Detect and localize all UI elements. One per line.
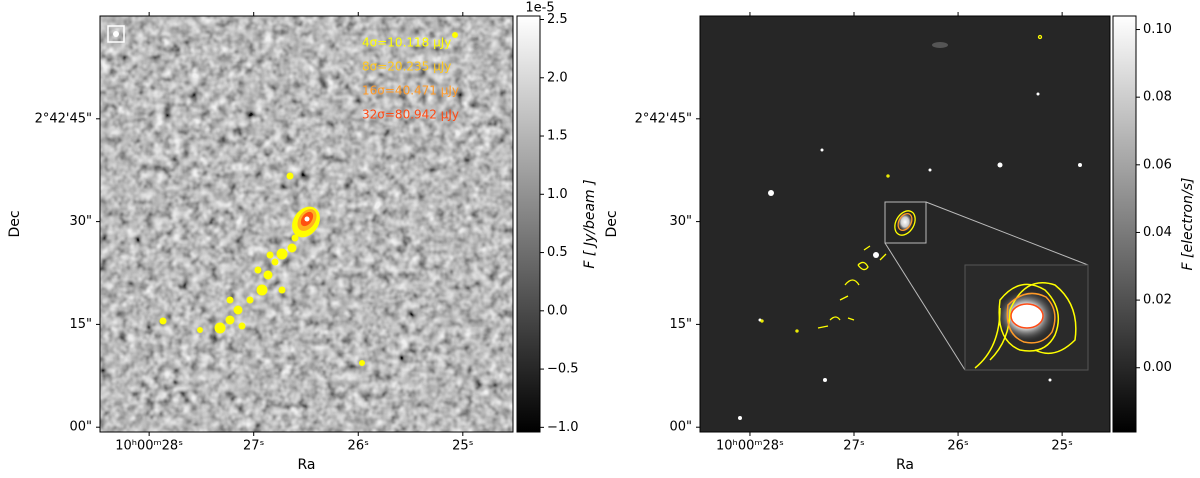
contour-legend: 8σ=20.235 μJy — [362, 60, 451, 74]
colorbar-tick-label: 1.5 — [547, 129, 568, 144]
y-axis-label: Dec — [7, 210, 23, 237]
y-tick-label: 15" — [669, 317, 692, 332]
x-tick-label: 25ˢ — [452, 439, 474, 454]
y-tick-label: 30" — [69, 214, 92, 229]
x-tick-label: 26ˢ — [348, 439, 370, 454]
colorbar-label: F [electron/s] — [1180, 178, 1196, 271]
colorbar-tick-label: 0.0 — [547, 303, 568, 318]
y-tick-label: 2°42'45" — [35, 111, 92, 126]
x-axis-label: Ra — [896, 457, 914, 473]
y-tick-label: 00" — [69, 420, 92, 435]
colorbar-tick-label: 2.5 — [547, 12, 568, 27]
colorbar-tick-label: 1.0 — [547, 187, 568, 202]
y-tick-label: 30" — [669, 214, 692, 229]
x-axis-label: Ra — [298, 457, 316, 473]
x-tick-label: 10ʰ00ᵐ28ˢ — [716, 439, 784, 454]
colorbar — [1112, 15, 1137, 433]
x-tick-label: 27ˢ — [843, 439, 865, 454]
colorbar-tick-label: 0.06 — [1143, 157, 1172, 172]
y-axis-label: Dec — [604, 210, 620, 237]
y-tick-label: 15" — [69, 317, 92, 332]
colorbar-tick-label: 0.02 — [1143, 293, 1172, 308]
contour-legend: 32σ=80.942 μJy — [362, 108, 459, 122]
plot-frame — [699, 15, 1111, 433]
x-tick-label: 10ʰ00ᵐ28ˢ — [115, 439, 183, 454]
plot-frame — [99, 15, 514, 433]
y-tick-label: 00" — [669, 420, 692, 435]
colorbar — [516, 15, 541, 433]
colorbar-tick-label: 0.10 — [1143, 22, 1172, 37]
radio-image — [100, 16, 513, 432]
x-tick-label: 26ˢ — [947, 439, 969, 454]
colorbar-tick-label: 0.04 — [1143, 225, 1172, 240]
x-tick-label: 25ˢ — [1051, 439, 1073, 454]
contour-legend: 16σ=40.471 μJy — [362, 84, 459, 98]
colorbar-tick-label: −0.5 — [547, 362, 579, 377]
axes-layer: 10ʰ00ᵐ28ˢ 27ˢ 26ˢ 25ˢ 00" 15" 30" 2°42'45" Ra Dec… — [7, 1, 1196, 474]
colorbar-tick-label: 2.0 — [547, 70, 568, 85]
optical-image — [700, 16, 1110, 432]
y-tick-label: 2°42'45" — [635, 111, 692, 126]
colorbar-tick-label: 0.00 — [1143, 360, 1172, 375]
colorbar-label: F [ Jy/beam ] — [582, 179, 598, 268]
contour-legend: 4σ=10.118 μJy — [362, 36, 451, 50]
colorbar-tick-label: 0.5 — [547, 245, 568, 260]
colorbar-tick-label: −1.0 — [547, 420, 579, 435]
colorbar-tick-label: 0.08 — [1143, 90, 1172, 105]
x-tick-label: 27ˢ — [243, 439, 265, 454]
colorbar-offset: 1e-5 — [525, 1, 554, 16]
